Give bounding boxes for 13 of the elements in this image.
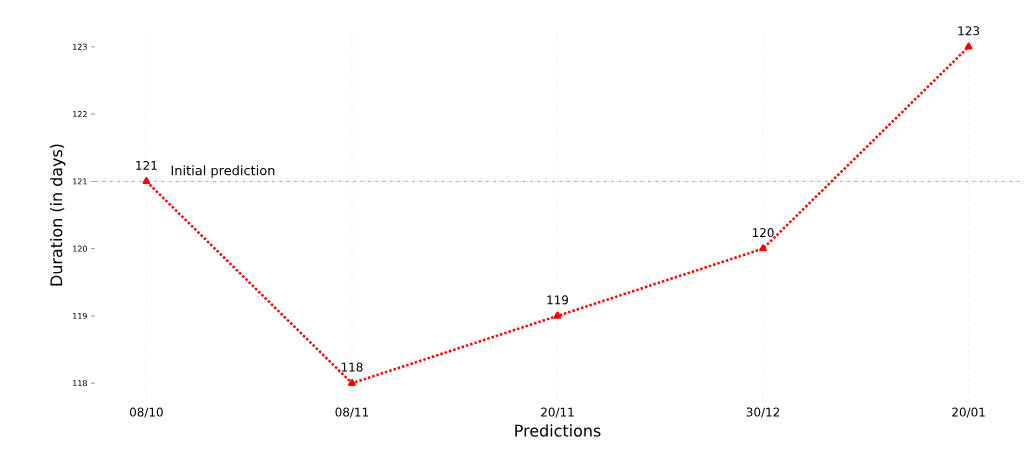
data-label: 119 [547, 295, 569, 305]
ref-line-label: Initial prediction [171, 165, 275, 178]
x-tick-label: 08/11 [335, 407, 369, 418]
data-label: 120 [752, 228, 774, 238]
x-tick-label: 08/10 [129, 407, 163, 418]
x-tick-label: 30/12 [746, 407, 780, 418]
data-label: 121 [136, 160, 157, 170]
data-label: 123 [958, 26, 980, 36]
y-axis-title: Duration (in days) [50, 144, 66, 286]
data-label: 118 [341, 362, 363, 372]
x-tick-label: 20/01 [952, 407, 985, 418]
x-tick-label: 20/11 [541, 407, 574, 418]
x-axis-title: Predictions [515, 424, 601, 437]
